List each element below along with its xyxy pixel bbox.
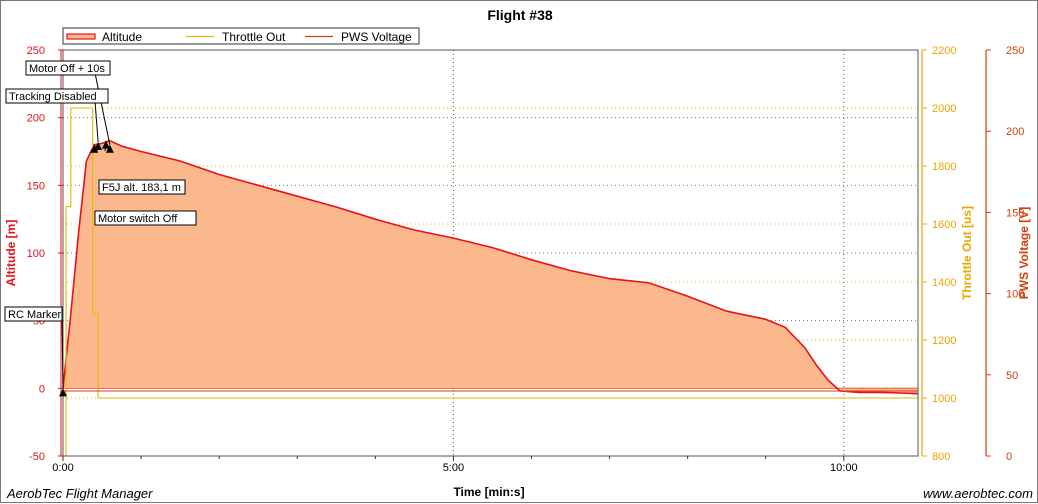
annotation-leader [94,72,111,145]
axis-label-x: Time [min:s] [453,485,524,499]
axis-label-voltage: PWS Voltage [V] [1017,207,1031,299]
tick-label-altitude: 0 [39,383,45,395]
tick-label-throttle: 1200 [932,335,956,347]
legend-label-throttle: Throttle Out [222,30,286,44]
annotation-box [5,88,109,104]
annotation-marker [105,144,114,153]
tick-label-x: 10:00 [830,462,858,474]
legend-label-voltage: PWS Voltage [341,30,412,44]
annotation-box [94,210,197,226]
tick-label-voltage: 200 [1006,126,1024,138]
legend-label-altitude: Altitude [102,30,142,44]
legend: Altitude Throttle Out PWS Voltage [62,27,420,45]
annotation-box [4,306,63,322]
tick-label-voltage: 50 [1006,370,1018,382]
tick-label-altitude: 150 [27,180,45,192]
annotation-label: Motor Off + 10s [29,63,105,75]
tick-label-throttle: 2200 [932,45,956,57]
tick-label-throttle: 1000 [932,393,956,405]
legend-box [62,27,420,45]
tick-label-altitude: -50 [29,451,45,463]
axis-label-altitude: Altitude [m] [4,220,18,287]
tick-label-voltage: 0 [1006,451,1012,463]
annotation-label: Tracking Disabled [9,91,97,103]
tick-label-altitude: 200 [27,113,45,125]
footer-website: www.aerobtec.com [923,486,1033,501]
chart-title: Flight #38 [487,7,553,23]
series-altitude-area [63,140,918,394]
series-altitude-line [63,139,918,395]
axis-label-throttle: Throttle Out [us] [960,206,974,300]
tick-label-altitude: 250 [27,45,45,57]
tick-label-x: 5:00 [443,462,464,474]
tick-label-voltage: 100 [1006,289,1024,301]
annotation-label: Motor switch Off [98,213,178,225]
tick-label-voltage: 150 [1006,207,1024,219]
tick-label-throttle: 800 [932,451,950,463]
annotation-label: F5J alt. 183,1 m [102,182,181,194]
footer-app-name: AerobTec Flight Manager [6,486,153,501]
annotation-marker [101,140,110,149]
annotation-leader [94,100,99,143]
series-throttle-out-line [63,107,918,456]
tick-label-throttle: 2000 [932,103,956,115]
annotation-label: RC Marker [8,309,62,321]
annotation-box [25,60,111,76]
annotation-leader [61,318,64,389]
tick-label-altitude: 100 [27,248,45,260]
tick-label-throttle: 1600 [932,219,956,231]
tick-label-voltage: 250 [1006,45,1024,57]
series-layer [63,107,918,456]
tick-label-throttle: 1400 [932,277,956,289]
tick-label-x: 0:00 [52,462,73,474]
annotation-marker [90,144,99,153]
annotation-box [98,179,186,195]
tick-label-throttle: 1800 [932,161,956,173]
annotation-marker [59,388,67,397]
annotations: Motor Off + 10s Tracking Disabled F5J alt.… [4,60,197,397]
legend-swatch-altitude [66,33,96,40]
